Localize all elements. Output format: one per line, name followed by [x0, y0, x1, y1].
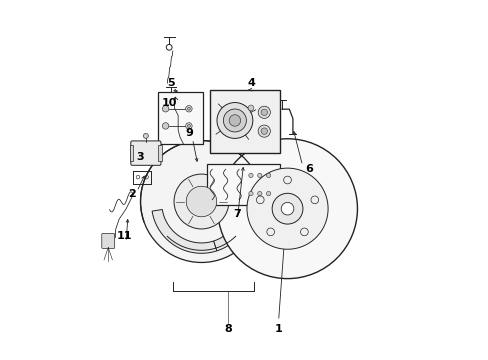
Text: 4: 4 — [247, 78, 255, 88]
Circle shape — [266, 173, 270, 177]
Circle shape — [261, 109, 267, 116]
Circle shape — [217, 103, 252, 138]
Circle shape — [229, 115, 240, 126]
Circle shape — [261, 128, 267, 134]
Bar — [158, 145, 162, 161]
Text: 3: 3 — [137, 152, 144, 162]
Circle shape — [248, 192, 253, 196]
Text: 5: 5 — [167, 78, 174, 88]
Circle shape — [143, 134, 148, 138]
FancyBboxPatch shape — [131, 141, 161, 165]
Circle shape — [300, 228, 307, 236]
Circle shape — [283, 176, 291, 184]
Circle shape — [272, 193, 302, 224]
Circle shape — [256, 196, 264, 204]
Text: 8: 8 — [224, 324, 232, 334]
Circle shape — [162, 123, 168, 129]
Circle shape — [217, 139, 357, 279]
Circle shape — [281, 202, 293, 215]
Circle shape — [258, 125, 270, 137]
Text: 1: 1 — [274, 324, 282, 334]
Circle shape — [223, 109, 246, 132]
Polygon shape — [152, 210, 217, 253]
Text: 11: 11 — [116, 231, 132, 240]
Circle shape — [185, 105, 192, 112]
Text: 10: 10 — [161, 98, 177, 108]
Circle shape — [257, 173, 262, 177]
Circle shape — [258, 106, 270, 118]
Text: 9: 9 — [184, 129, 192, 138]
Circle shape — [162, 105, 168, 112]
Text: 2: 2 — [127, 189, 135, 199]
Polygon shape — [213, 188, 251, 251]
Circle shape — [187, 107, 190, 110]
Text: 6: 6 — [305, 164, 312, 174]
Circle shape — [266, 192, 270, 196]
Bar — [129, 145, 133, 161]
Circle shape — [248, 173, 253, 177]
Circle shape — [310, 196, 318, 204]
Text: 7: 7 — [233, 209, 241, 219]
Circle shape — [187, 125, 190, 127]
Circle shape — [186, 186, 216, 217]
Bar — [206, 164, 280, 205]
Circle shape — [174, 174, 228, 229]
Bar — [158, 92, 203, 144]
Circle shape — [266, 228, 274, 236]
Circle shape — [246, 168, 327, 249]
Circle shape — [247, 105, 253, 111]
FancyBboxPatch shape — [102, 233, 115, 248]
Circle shape — [140, 140, 262, 262]
Bar — [210, 90, 280, 153]
Circle shape — [257, 192, 262, 196]
Circle shape — [185, 123, 192, 129]
